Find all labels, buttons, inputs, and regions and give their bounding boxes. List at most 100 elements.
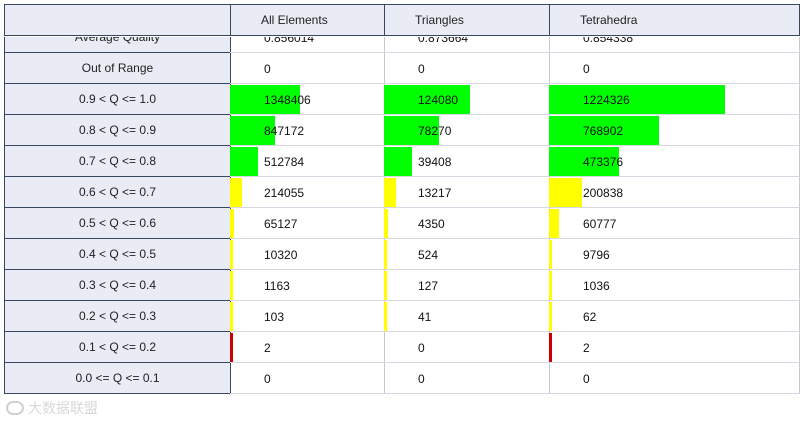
table-cell: 0 xyxy=(230,53,385,84)
mesh-quality-table: All Elements Triangles Tetrahedra Best Q… xyxy=(4,4,800,424)
cell-value: 13217 xyxy=(418,185,452,200)
cell-value: 214055 xyxy=(264,185,305,200)
histogram-bar xyxy=(230,271,233,300)
histogram-bar xyxy=(230,209,234,238)
histogram-bar xyxy=(230,85,300,114)
histogram-bar xyxy=(549,116,659,145)
row-label: Out of Range xyxy=(4,53,231,84)
cell-value: 0 xyxy=(583,371,590,386)
table-row: 0.3 < Q <= 0.4 1163 127 1036 xyxy=(4,270,800,301)
watermark: 大数据联盟 xyxy=(6,398,98,418)
histogram-bar xyxy=(384,240,387,269)
table-cell: 0 xyxy=(549,363,800,394)
table-cell: 1163 xyxy=(230,270,385,301)
histogram-bar xyxy=(230,178,242,207)
cell-value: 9796 xyxy=(583,247,610,262)
cell-value: 1348406 xyxy=(264,92,311,107)
header-all-elements[interactable]: All Elements xyxy=(230,4,385,36)
cell-value: 4350 xyxy=(418,216,445,231)
table-cell: 78270 xyxy=(384,115,550,146)
table-cell: 127 xyxy=(384,270,550,301)
header-triangles[interactable]: Triangles xyxy=(384,4,550,36)
cell-value: 0 xyxy=(583,61,590,76)
watermark-logo-icon xyxy=(6,401,24,415)
cell-value: 0 xyxy=(418,340,425,355)
table-cell: 200838 xyxy=(549,177,800,208)
histogram-bar xyxy=(549,271,552,300)
watermark-text: 大数据联盟 xyxy=(28,400,98,416)
histogram-bar xyxy=(384,302,387,331)
cell-value: 2 xyxy=(264,340,271,355)
table-cell: 9796 xyxy=(549,239,800,270)
cell-value: 0 xyxy=(418,61,425,76)
table-cell: 1224326 xyxy=(549,84,800,115)
cell-value: 524 xyxy=(418,247,439,262)
histogram-bar xyxy=(230,302,233,331)
histogram-bar xyxy=(549,85,725,114)
cell-value: 512784 xyxy=(264,154,305,169)
cell-value: 103 xyxy=(264,309,285,324)
cell-value: 2 xyxy=(583,340,590,355)
histogram-bar xyxy=(549,333,552,362)
cell-value: 1224326 xyxy=(583,92,630,107)
table-row: 0.5 < Q <= 0.6 65127 4350 60777 xyxy=(4,208,800,239)
table-cell: 1036 xyxy=(549,270,800,301)
histogram-bar xyxy=(384,209,388,238)
histogram-bar xyxy=(230,116,275,145)
histogram-bar xyxy=(230,333,233,362)
histogram-bar xyxy=(549,178,582,207)
table-cell: 512784 xyxy=(230,146,385,177)
histogram-bar xyxy=(549,209,559,238)
cell-value: 124080 xyxy=(418,92,459,107)
table-header: All Elements Triangles Tetrahedra xyxy=(4,4,800,37)
table-cell: 13217 xyxy=(384,177,550,208)
table-row: 0.1 < Q <= 0.2 2 0 2 xyxy=(4,332,800,363)
table-cell: 0 xyxy=(549,53,800,84)
histogram-bar xyxy=(549,302,552,331)
table-cell: 214055 xyxy=(230,177,385,208)
table-row: Out of Range 0 0 0 xyxy=(4,53,800,84)
cell-value: 39408 xyxy=(418,154,452,169)
cell-value: 0 xyxy=(418,371,425,386)
histogram-bar xyxy=(384,85,470,114)
header-triangles-label: Triangles xyxy=(415,13,464,27)
table-row: 0.8 < Q <= 0.9 847172 78270 768902 xyxy=(4,115,800,146)
table-row: 0.7 < Q <= 0.8 512784 39408 473376 xyxy=(4,146,800,177)
cell-value: 41 xyxy=(418,309,432,324)
table-cell: 103 xyxy=(230,301,385,332)
table-cell: 0 xyxy=(230,363,385,394)
table-cell: 124080 xyxy=(384,84,550,115)
row-label: 0.8 < Q <= 0.9 xyxy=(4,115,231,146)
table-row: 0.2 < Q <= 0.3 103 41 62 xyxy=(4,301,800,332)
table-cell: 0 xyxy=(384,363,550,394)
table-cell: 65127 xyxy=(230,208,385,239)
cell-value: 65127 xyxy=(264,216,298,231)
table-cell: 0 xyxy=(384,332,550,363)
row-label: 0.7 < Q <= 0.8 xyxy=(4,146,231,177)
cell-value: 0 xyxy=(264,61,271,76)
table-cell: 473376 xyxy=(549,146,800,177)
table-cell: 2 xyxy=(549,332,800,363)
table-row: 0.6 < Q <= 0.7 214055 13217 200838 xyxy=(4,177,800,208)
cell-value: 62 xyxy=(583,309,597,324)
table-cell: 0 xyxy=(384,53,550,84)
cell-value: 473376 xyxy=(583,154,624,169)
table-cell: 41 xyxy=(384,301,550,332)
histogram-bar xyxy=(384,147,412,176)
table-row: 0.9 < Q <= 1.0 1348406 124080 1224326 xyxy=(4,84,800,115)
row-label: 0.4 < Q <= 0.5 xyxy=(4,239,231,270)
table-cell: 4350 xyxy=(384,208,550,239)
histogram-bar xyxy=(384,178,396,207)
row-label: 0.9 < Q <= 1.0 xyxy=(4,84,231,115)
cell-value: 200838 xyxy=(583,185,624,200)
row-label: 0.2 < Q <= 0.3 xyxy=(4,301,231,332)
table-cell: 768902 xyxy=(549,115,800,146)
row-label: 0.6 < Q <= 0.7 xyxy=(4,177,231,208)
table-cell: 2 xyxy=(230,332,385,363)
table-cell: 39408 xyxy=(384,146,550,177)
header-tetrahedra[interactable]: Tetrahedra xyxy=(549,4,800,36)
cell-value: 127 xyxy=(418,278,439,293)
histogram-bar xyxy=(549,147,619,176)
cell-value: 10320 xyxy=(264,247,298,262)
table-cell: 62 xyxy=(549,301,800,332)
